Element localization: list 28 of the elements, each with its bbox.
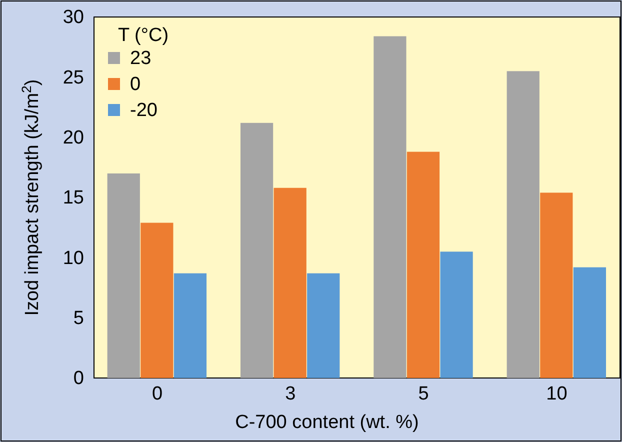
y-tick-label: 5: [73, 308, 84, 329]
bar: [240, 122, 274, 378]
legend-label: -20: [130, 100, 158, 121]
bar: [307, 273, 340, 378]
legend-title: T (°C): [118, 25, 169, 46]
x-axis-title: C-700 content (wt. %): [235, 412, 419, 433]
bar: [140, 222, 174, 378]
bar: [406, 152, 440, 378]
x-tick-label: 0: [152, 383, 163, 404]
legend-label: 23: [130, 48, 152, 69]
y-tick-label: 0: [73, 368, 84, 390]
bar: [573, 267, 606, 378]
y-tick-label: 15: [62, 188, 84, 209]
x-tick-label: 5: [418, 383, 429, 404]
bar: [274, 188, 306, 378]
legend-label: 0: [130, 74, 141, 95]
bar: [540, 192, 573, 378]
bar: [107, 173, 140, 378]
bar: [174, 273, 207, 378]
bar: [506, 71, 540, 378]
x-tick-label: 3: [285, 383, 296, 404]
bar: [374, 36, 406, 378]
x-tick-label: 10: [546, 383, 568, 404]
y-tick-label: 10: [62, 248, 84, 269]
y-tick-label: 20: [62, 127, 84, 148]
bar: [440, 252, 473, 378]
y-tick-label: 25: [62, 67, 84, 88]
y-tick-label: 30: [62, 7, 84, 28]
